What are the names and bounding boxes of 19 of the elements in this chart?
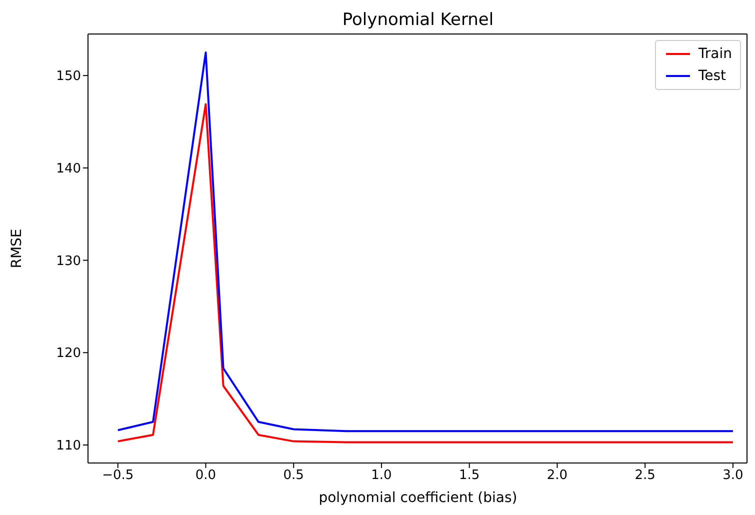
y-tick-label: 110 — [56, 438, 81, 454]
y-tick-label: 140 — [56, 162, 81, 177]
line-series — [116, 103, 734, 444]
x-axis-title: polynomial coefficient (bias) — [318, 490, 518, 506]
legend-label: Train — [698, 45, 732, 64]
y-tick-label: 150 — [56, 69, 81, 84]
y-axis-title: RMSE — [8, 228, 25, 268]
legend-label: Test — [698, 67, 726, 86]
x-tick-label: 1.5 — [459, 468, 480, 484]
x-tick-label: 2.5 — [634, 468, 656, 484]
x-tick-label: 0.0 — [195, 468, 216, 484]
x-tick-label: 2.0 — [546, 468, 568, 484]
x-tick-label: −0.5 — [102, 468, 134, 484]
x-tick-label: 1.0 — [371, 468, 392, 484]
chart-title: Polynomial Kernel — [341, 10, 495, 30]
y-tick-label: 120 — [56, 346, 81, 362]
x-tick-label: 3.0 — [722, 468, 744, 484]
x-tick-label: 0.5 — [283, 468, 304, 484]
y-tick-label: 130 — [56, 254, 81, 269]
